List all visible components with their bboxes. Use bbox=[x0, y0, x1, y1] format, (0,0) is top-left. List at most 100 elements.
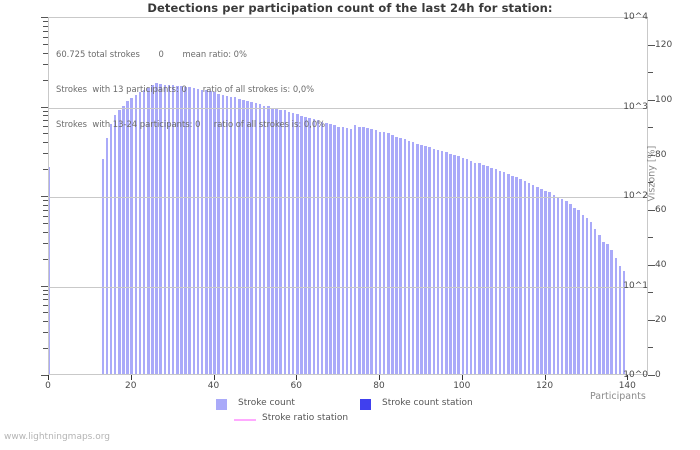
y-axis-minor-tick bbox=[43, 25, 48, 27]
bar bbox=[283, 110, 287, 374]
bar bbox=[378, 131, 382, 374]
y-axis-tick bbox=[41, 196, 48, 197]
bar bbox=[556, 197, 560, 374]
y2-axis-tick-label: 20 bbox=[655, 314, 667, 325]
bar bbox=[279, 109, 282, 374]
bar bbox=[585, 218, 589, 374]
y-axis-minor-tick bbox=[43, 215, 48, 217]
y-axis-tick-label: 10^2 bbox=[623, 191, 648, 201]
legend-label: Stroke count bbox=[238, 398, 295, 408]
bar bbox=[267, 106, 270, 374]
y-axis-minor-tick bbox=[43, 294, 48, 296]
x-axis-tick bbox=[627, 375, 629, 380]
bar bbox=[316, 119, 320, 374]
bar bbox=[175, 85, 179, 374]
bar bbox=[498, 171, 502, 374]
bar bbox=[287, 111, 291, 374]
bar bbox=[502, 172, 506, 374]
bar bbox=[233, 97, 237, 374]
y-axis-minor-tick bbox=[43, 332, 48, 334]
bar bbox=[387, 133, 390, 374]
bar bbox=[229, 96, 233, 374]
y2-axis-title: Viszony [%] bbox=[646, 145, 658, 202]
bar bbox=[573, 207, 576, 374]
y2-axis-minor-tick bbox=[648, 347, 653, 349]
bar bbox=[180, 86, 183, 374]
bar bbox=[192, 88, 196, 374]
x-axis-tick-label: 80 bbox=[373, 381, 385, 391]
y-axis-minor-tick bbox=[43, 21, 48, 23]
y-axis-tick-label: 10^3 bbox=[623, 101, 648, 112]
bar bbox=[254, 103, 258, 374]
bar bbox=[275, 108, 278, 374]
y2-axis-minor-tick bbox=[648, 292, 653, 294]
bar bbox=[374, 130, 378, 374]
legend-swatch bbox=[216, 399, 227, 410]
bar bbox=[391, 134, 394, 374]
y2-axis-tick-label: 0 bbox=[655, 370, 661, 380]
bar bbox=[531, 184, 535, 374]
annotation-block: 60.725 total strokes 0 mean ratio: 0% St… bbox=[56, 26, 325, 154]
bar bbox=[444, 152, 448, 374]
bar bbox=[589, 221, 593, 374]
bar bbox=[217, 94, 220, 374]
annotation-line-2: Strokes with 13 participants: 0 ratio of… bbox=[56, 83, 315, 94]
bar bbox=[577, 210, 580, 374]
y-axis-minor-tick bbox=[43, 312, 48, 314]
y2-axis-minor-tick bbox=[648, 182, 653, 184]
x-axis-tick-label: 20 bbox=[125, 381, 137, 391]
bar bbox=[602, 241, 605, 374]
y2-axis-tick bbox=[648, 375, 655, 376]
gridline-y bbox=[49, 286, 647, 288]
y-axis-minor-tick bbox=[43, 204, 48, 206]
y-axis-minor-tick bbox=[43, 43, 48, 45]
y-axis-minor-tick bbox=[43, 289, 48, 291]
bar bbox=[544, 190, 547, 374]
bar bbox=[411, 142, 415, 374]
bar bbox=[610, 250, 614, 374]
bar bbox=[312, 119, 316, 374]
gridline-y bbox=[49, 197, 647, 198]
bar bbox=[196, 89, 200, 374]
bar bbox=[507, 173, 510, 374]
bar bbox=[453, 154, 456, 374]
bar bbox=[511, 175, 514, 374]
x-axis-title: Participants bbox=[590, 391, 646, 402]
bar bbox=[457, 156, 460, 374]
y-axis-minor-tick bbox=[43, 115, 48, 117]
bar bbox=[49, 167, 51, 374]
bar bbox=[188, 87, 191, 374]
x-axis-tick-label: 140 bbox=[618, 381, 636, 391]
annotation-line-3: Strokes with 13-24 participants: 0 ratio… bbox=[56, 118, 326, 129]
bar bbox=[333, 125, 336, 374]
x-axis-tick-label: 0 bbox=[45, 381, 51, 391]
bar bbox=[142, 90, 146, 374]
y-axis-minor-tick bbox=[43, 321, 48, 323]
y-axis-minor-tick bbox=[43, 231, 48, 233]
bar bbox=[482, 165, 485, 374]
bar-series-stroke-count bbox=[49, 18, 647, 374]
y2-axis-minor-tick bbox=[648, 72, 653, 74]
y-axis-minor-tick bbox=[43, 36, 48, 38]
bar bbox=[167, 85, 171, 374]
bar bbox=[362, 127, 365, 374]
watermark: www.lightningmaps.org bbox=[4, 432, 110, 442]
bar bbox=[126, 101, 129, 374]
x-axis-tick bbox=[130, 375, 132, 380]
bar bbox=[329, 124, 332, 374]
legend-swatch bbox=[360, 399, 371, 410]
bar bbox=[490, 168, 494, 374]
bar bbox=[122, 105, 125, 374]
legend-label: Stroke ratio station bbox=[262, 413, 349, 423]
bar bbox=[225, 95, 229, 374]
x-axis-tick-label: 120 bbox=[535, 381, 554, 391]
y-axis-minor-tick bbox=[43, 348, 48, 350]
bar bbox=[320, 121, 324, 374]
bar bbox=[527, 182, 531, 374]
y2-axis-tick bbox=[648, 99, 655, 101]
bar bbox=[465, 159, 469, 374]
bar bbox=[366, 128, 369, 374]
bar bbox=[134, 95, 138, 374]
x-axis-tick bbox=[213, 375, 215, 380]
bar bbox=[138, 92, 142, 374]
